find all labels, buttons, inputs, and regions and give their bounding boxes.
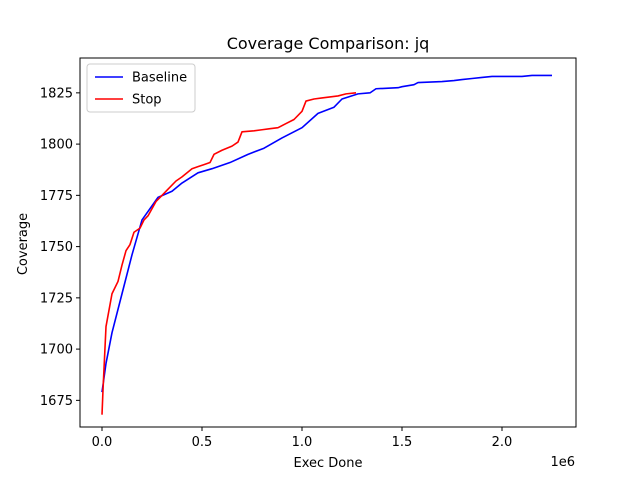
y-tick-label: 1825 xyxy=(40,86,73,101)
legend-box xyxy=(86,63,196,113)
x-tick-label: 0.0 xyxy=(92,435,113,450)
y-axis-label: Coverage xyxy=(16,213,31,275)
y-tick-label: 1700 xyxy=(40,343,73,358)
legend-label-baseline: Baseline xyxy=(132,71,187,86)
legend-label-stop: Stop xyxy=(132,93,162,108)
x-tick-label: 1.5 xyxy=(392,435,413,450)
x-axis: 0.0 0.5 1.0 1.5 2.0 xyxy=(92,427,513,450)
x-tick-label: 0.5 xyxy=(192,435,213,450)
y-axis: 1675 1700 1725 1750 1775 1800 1825 xyxy=(40,86,80,409)
y-tick-label: 1675 xyxy=(40,394,73,409)
series-layer xyxy=(101,74,552,415)
x-axis-label: Exec Done xyxy=(294,456,363,471)
series-line-stop xyxy=(101,92,357,415)
x-tick-label: 2.0 xyxy=(492,435,513,450)
plot-area xyxy=(79,57,577,428)
plot-frame xyxy=(79,57,577,428)
x-tick-label: 1.0 xyxy=(292,435,313,450)
legend: Baseline Stop xyxy=(86,63,196,113)
chart-title: Coverage Comparison: jq xyxy=(227,34,430,53)
y-tick-label: 1750 xyxy=(40,240,73,255)
y-tick-label: 1725 xyxy=(40,291,73,306)
y-tick-label: 1800 xyxy=(40,138,73,153)
y-tick-label: 1775 xyxy=(40,189,73,204)
x-axis-offset-label: 1e6 xyxy=(550,455,575,470)
